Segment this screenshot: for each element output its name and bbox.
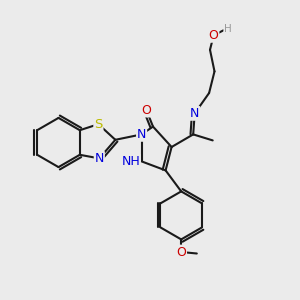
Text: O: O: [176, 245, 186, 259]
Text: NH: NH: [121, 155, 140, 168]
Text: N: N: [94, 152, 104, 165]
Text: S: S: [94, 118, 103, 131]
Text: N: N: [137, 128, 146, 141]
Text: O: O: [142, 103, 151, 117]
Text: H: H: [224, 24, 232, 34]
Text: O: O: [209, 29, 218, 42]
Text: N: N: [190, 107, 200, 120]
